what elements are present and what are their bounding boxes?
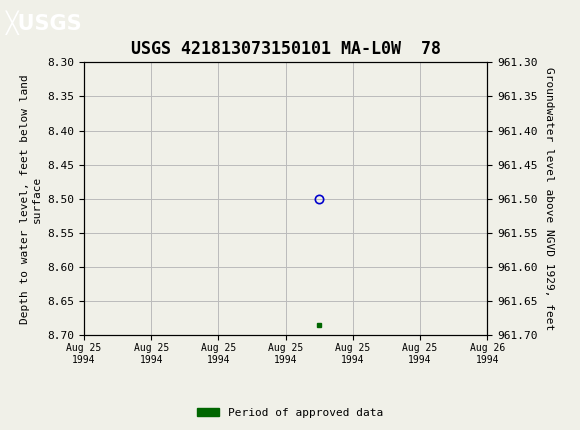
Y-axis label: Depth to water level, feet below land
surface: Depth to water level, feet below land su… [20,74,42,324]
Title: USGS 421813073150101 MA-L0W  78: USGS 421813073150101 MA-L0W 78 [130,40,441,58]
Y-axis label: Groundwater level above NGVD 1929, feet: Groundwater level above NGVD 1929, feet [545,67,554,331]
Legend: Period of approved data: Period of approved data [193,403,387,422]
Text: ╳USGS: ╳USGS [6,10,82,35]
